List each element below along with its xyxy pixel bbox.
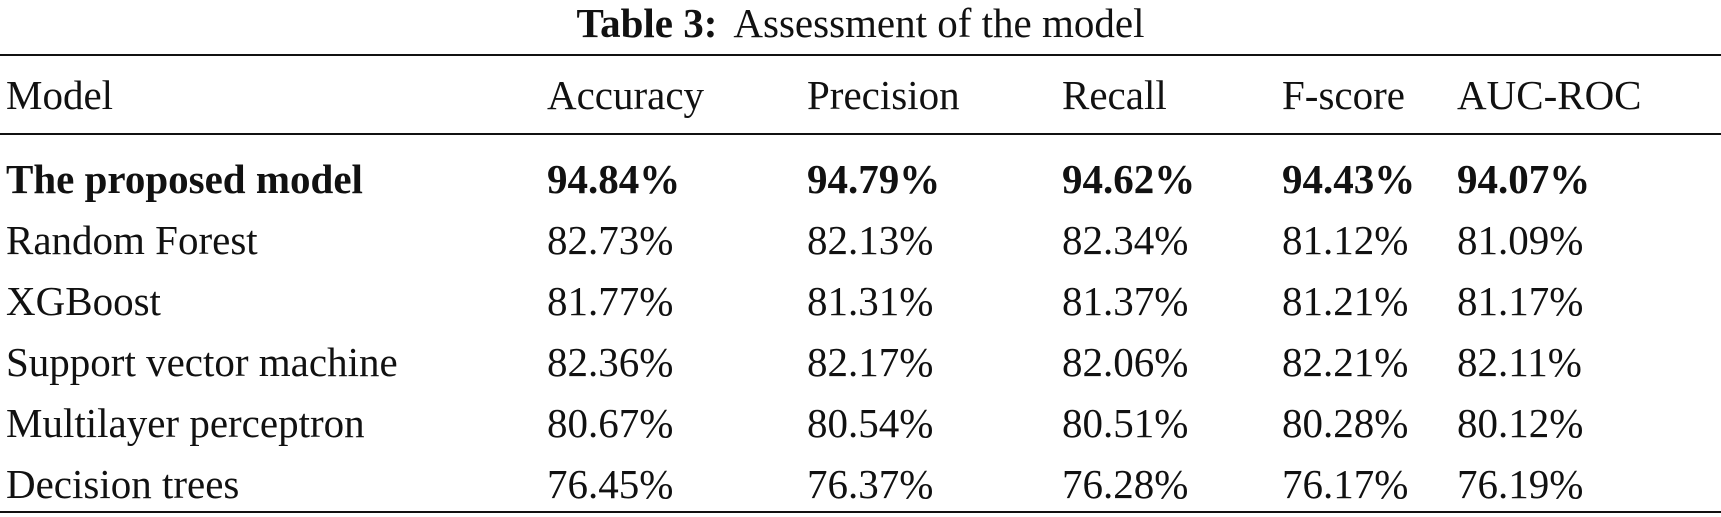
precision-cell: 82.13% [807,217,934,263]
table-body: The proposed model 94.84% 94.79% 94.62% … [0,135,1721,515]
accuracy-cell: 82.36% [547,339,674,385]
recall-cell: 82.06% [1062,339,1189,385]
auc-roc-cell: 81.09% [1457,217,1584,263]
precision-cell: 94.79% [807,156,941,202]
model-name-cell: XGBoost [6,278,161,324]
f-score-cell: 94.43% [1282,156,1416,202]
accuracy-cell: 82.73% [547,217,674,263]
table-row: Decision trees 76.45% 76.37% 76.28% 76.1… [0,454,1721,515]
table-row: Multilayer perceptron 80.67% 80.54% 80.5… [0,393,1721,454]
auc-roc-cell: 76.19% [1457,461,1584,507]
model-name-cell: Support vector machine [6,339,398,385]
table-caption-text: Assessment of the model [733,0,1145,46]
model-name-cell: The proposed model [6,156,363,202]
accuracy-cell: 76.45% [547,461,674,507]
precision-cell: 80.54% [807,400,934,446]
auc-roc-cell: 80.12% [1457,400,1584,446]
table-row: The proposed model 94.84% 94.79% 94.62% … [0,135,1721,210]
table-top-rule [0,54,1721,56]
header-rule [0,133,1721,135]
accuracy-cell: 81.77% [547,278,674,324]
recall-cell: 82.34% [1062,217,1189,263]
header-f-score: F-score [1282,72,1405,118]
header-auc-roc: AUC-ROC [1457,72,1642,118]
header-row: Model Accuracy Precision Recall F-score … [0,56,1721,135]
auc-roc-cell: 82.11% [1457,339,1582,385]
recall-cell: 76.28% [1062,461,1189,507]
recall-cell: 94.62% [1062,156,1196,202]
f-score-cell: 80.28% [1282,400,1409,446]
model-name-cell: Random Forest [6,217,258,263]
accuracy-cell: 80.67% [547,400,674,446]
model-name-cell: Decision trees [6,461,240,507]
accuracy-cell: 94.84% [547,156,681,202]
table-caption: Table 3: Assessment of the model [0,0,1721,52]
model-name-cell: Multilayer perceptron [6,400,365,446]
f-score-cell: 81.12% [1282,217,1409,263]
table-row: XGBoost 81.77% 81.31% 81.37% 81.21% 81.1… [0,271,1721,332]
table-bottom-rule [0,511,1721,513]
precision-cell: 76.37% [807,461,934,507]
header-accuracy: Accuracy [547,72,705,118]
header-precision: Precision [807,72,960,118]
auc-roc-cell: 94.07% [1457,156,1591,202]
header-recall: Recall [1062,72,1167,118]
f-score-cell: 82.21% [1282,339,1409,385]
header-model: Model [6,72,114,118]
table-row: Support vector machine 82.36% 82.17% 82.… [0,332,1721,393]
recall-cell: 80.51% [1062,400,1189,446]
f-score-cell: 81.21% [1282,278,1409,324]
precision-cell: 82.17% [807,339,934,385]
table-header: Model Accuracy Precision Recall F-score … [0,56,1721,135]
f-score-cell: 76.17% [1282,461,1409,507]
precision-cell: 81.31% [807,278,934,324]
table-caption-label: Table 3: [576,0,718,46]
results-table: Model Accuracy Precision Recall F-score … [0,56,1721,515]
table-row: Random Forest 82.73% 82.13% 82.34% 81.12… [0,210,1721,271]
recall-cell: 81.37% [1062,278,1189,324]
auc-roc-cell: 81.17% [1457,278,1584,324]
